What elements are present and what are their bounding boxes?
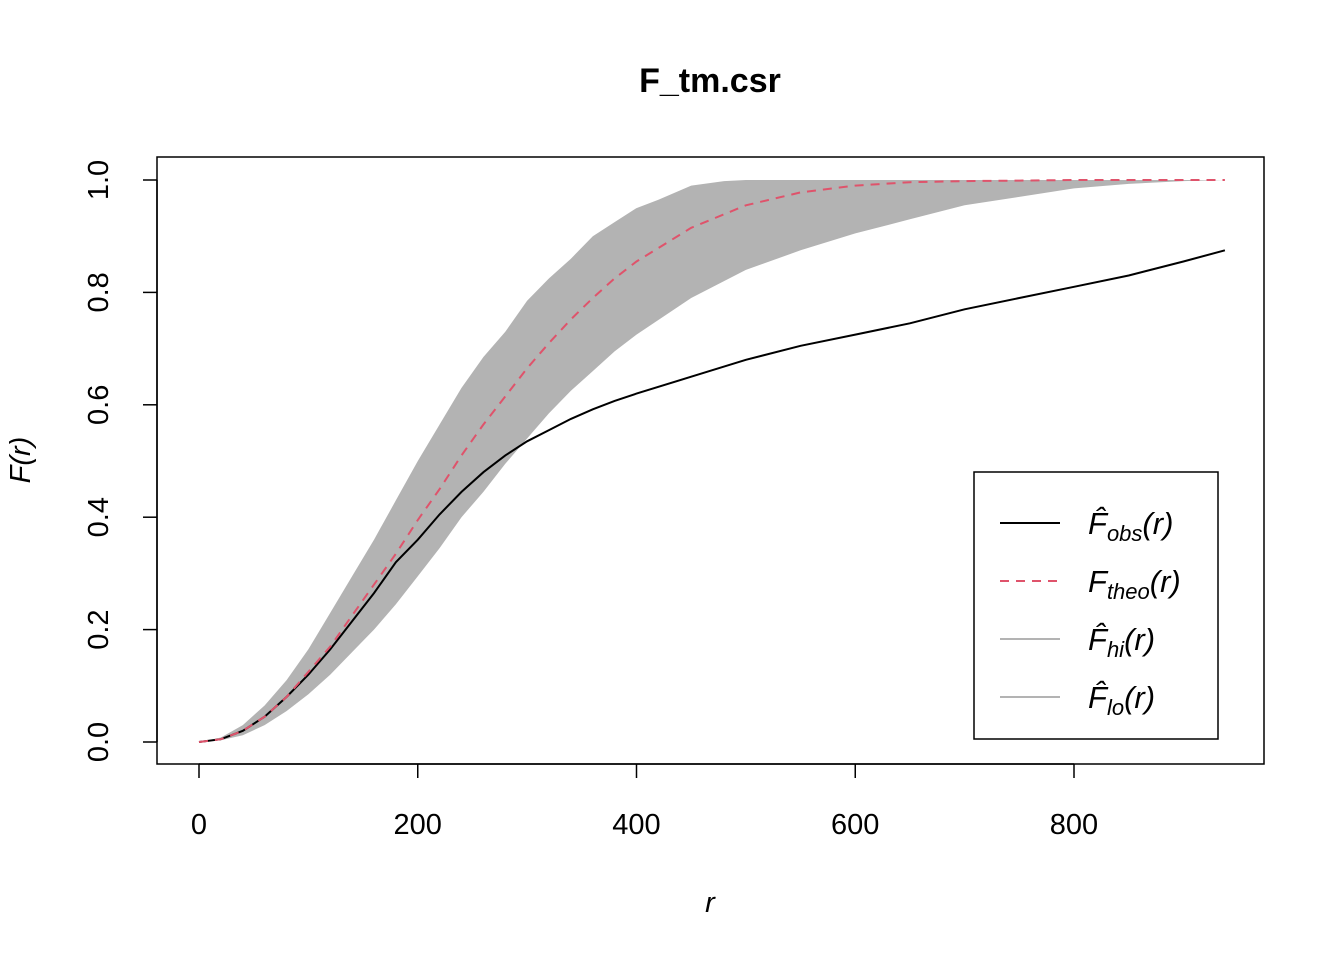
chart-title: F_tm.csr xyxy=(639,62,781,100)
y-tick-label: 0.2 xyxy=(83,609,115,649)
series-line-obs xyxy=(198,249,1226,743)
y-axis: 0.0 0.2 0.4 0.6 0.8 1.0 xyxy=(83,160,158,762)
x-tick-label: 400 xyxy=(612,809,660,841)
series-line-theo xyxy=(198,179,1225,743)
x-tick-label: 200 xyxy=(394,809,442,841)
y-tick-label: 0.4 xyxy=(83,497,115,537)
y-tick-label: 0.8 xyxy=(83,272,115,312)
y-axis-label: F(r) xyxy=(5,437,37,484)
legend-label-lo: F̂lo(r) xyxy=(1088,679,1155,720)
y-tick-label: 0.0 xyxy=(83,722,115,762)
legend: F̂obs(r) Ftheo(r) F̂hi(r) F̂lo(r) xyxy=(973,471,1219,740)
x-tick-label: 800 xyxy=(1050,809,1098,841)
x-axis: 0 200 400 600 800 xyxy=(191,763,1098,841)
x-axis-label: r xyxy=(705,887,716,919)
y-tick-label: 0.6 xyxy=(83,385,115,425)
x-tick-label: 600 xyxy=(831,809,879,841)
legend-label-theo: Ftheo(r) xyxy=(1088,564,1181,604)
y-tick-label: 1.0 xyxy=(83,160,115,200)
x-tick-label: 0 xyxy=(191,809,207,841)
legend-label-hi: F̂hi(r) xyxy=(1088,621,1155,662)
legend-box xyxy=(973,471,1219,740)
legend-label-obs: F̂obs(r) xyxy=(1088,505,1173,546)
envelope-band xyxy=(199,180,1225,742)
